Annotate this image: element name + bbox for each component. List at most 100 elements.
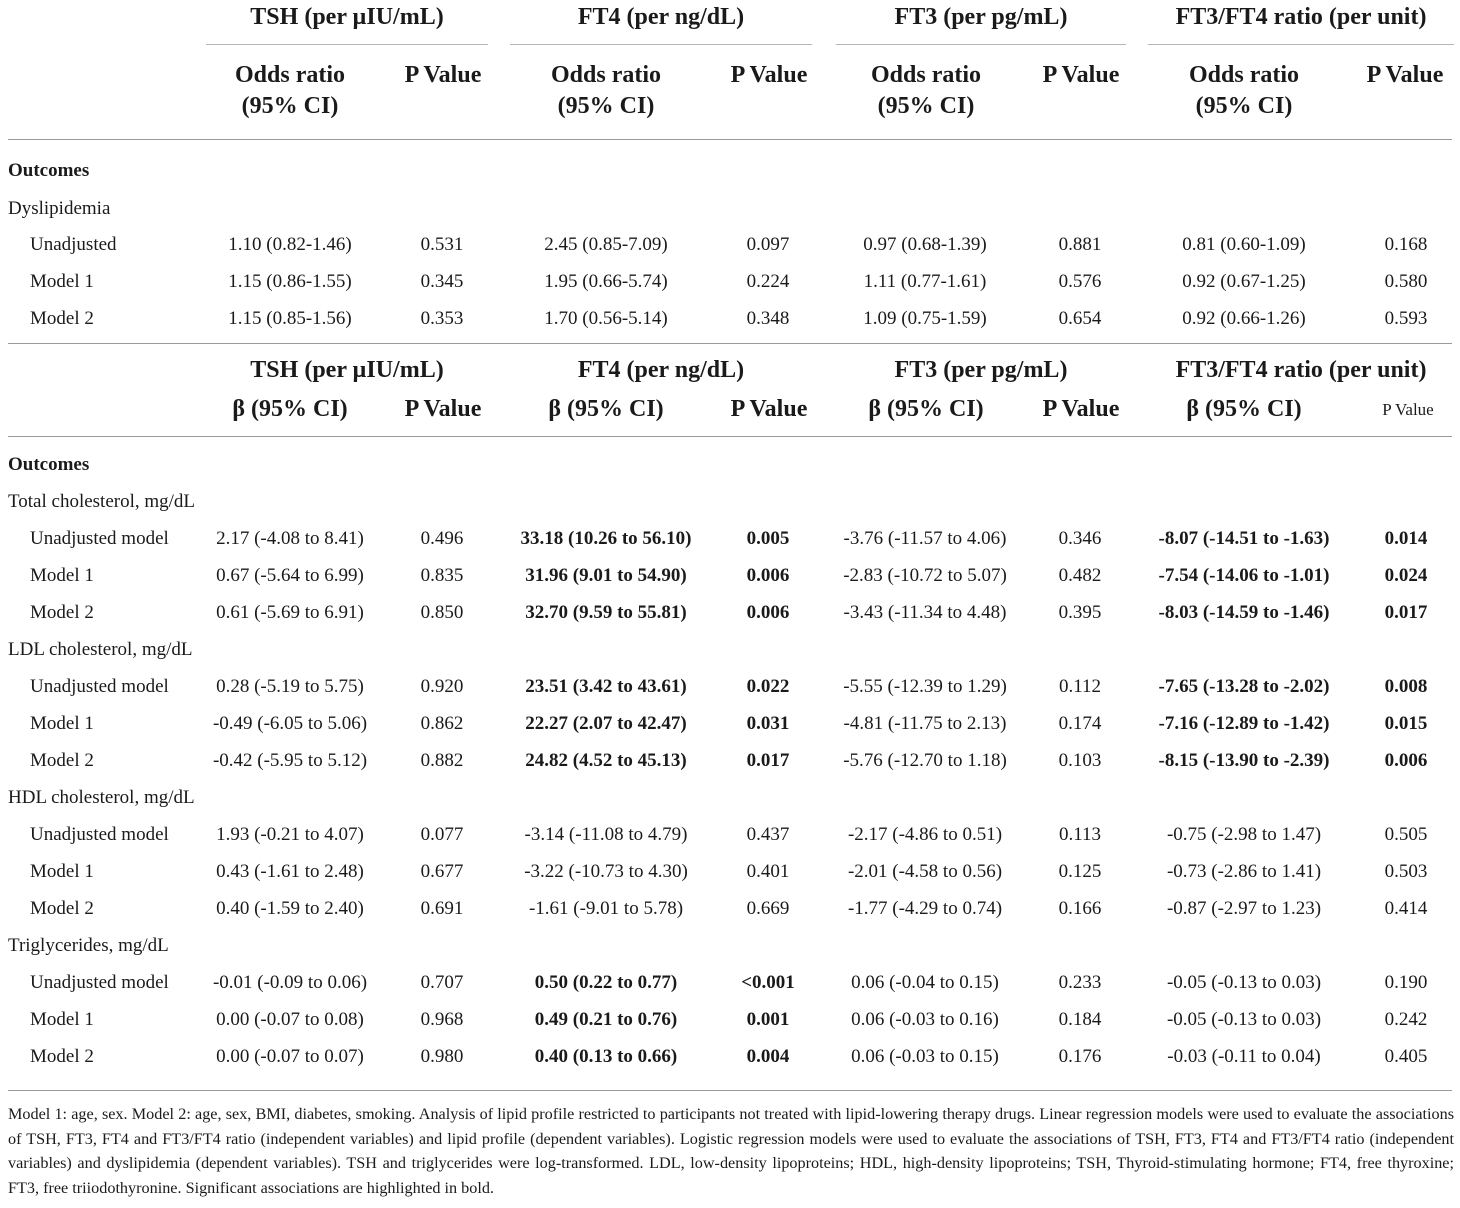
row-label: Model 2 (30, 1046, 94, 1067)
header-odds-ratio: Odds ratio (95% CI) (200, 60, 380, 122)
p-value-cell: 0.174 (1058, 713, 1102, 734)
header-odds-ratio-line1: Odds ratio (234, 62, 345, 88)
p-value-cell: 0.691 (420, 898, 464, 919)
p-value-cell: 0.707 (420, 972, 464, 993)
estimate-cell: -2.17 (-4.86 to 0.51) (847, 824, 1003, 845)
header2-group-ratio: FT3/FT4 ratio (per unit) (1175, 357, 1427, 383)
p-value-cell: 0.017 (746, 750, 790, 771)
p-value-cell: 0.242 (1384, 1009, 1428, 1030)
p-value-cell: 0.006 (1384, 750, 1428, 771)
p-value-cell: 0.401 (746, 861, 790, 882)
p-value-cell: 0.006 (746, 565, 790, 586)
p-value-cell: 0.576 (1058, 271, 1102, 292)
estimate-cell: 0.49 (0.21 to 0.76) (534, 1009, 678, 1030)
p-value-cell: 0.677 (420, 861, 464, 882)
row-label: Unadjusted (30, 234, 117, 255)
estimate-cell: 0.43 (-1.61 to 2.48) (216, 861, 364, 882)
estimate-cell: 33.18 (10.26 to 56.10) (520, 528, 692, 549)
p-value-cell: 0.862 (420, 713, 464, 734)
estimate-cell: 0.06 (-0.03 to 0.16) (851, 1009, 999, 1030)
header-p-value: P Value (404, 62, 482, 88)
p-value-cell: 0.103 (1058, 750, 1102, 771)
header2-p-value: P Value (730, 396, 808, 422)
estimate-cell: -0.05 (-0.13 to 0.03) (1166, 972, 1322, 993)
estimate-cell: 1.09 (0.75-1.59) (863, 308, 987, 329)
p-value-cell: 0.024 (1384, 565, 1428, 586)
p-value-cell: 0.920 (420, 676, 464, 697)
estimate-cell: 0.00 (-0.07 to 0.07) (216, 1046, 364, 1067)
estimate-cell: 0.92 (0.67-1.25) (1182, 271, 1306, 292)
section1-outcomes-label: Outcomes (8, 160, 90, 181)
p-value-cell: 0.345 (420, 271, 464, 292)
p-value-cell: 0.017 (1384, 602, 1428, 623)
p-value-cell: 0.669 (746, 898, 790, 919)
row-label: Unadjusted model (30, 824, 169, 845)
estimate-cell: 0.06 (-0.04 to 0.15) (851, 972, 999, 993)
row-label: Model 1 (30, 713, 94, 734)
estimate-cell: -2.83 (-10.72 to 5.07) (843, 565, 1007, 586)
p-value-cell: 0.005 (746, 528, 790, 549)
p-value-cell: 0.496 (420, 528, 464, 549)
estimate-cell: -8.07 (-14.51 to -1.63) (1158, 528, 1330, 549)
p-value-cell: 0.004 (746, 1046, 790, 1067)
p-value-cell: 0.835 (420, 565, 464, 586)
p-value-cell: 0.437 (746, 824, 790, 845)
table-footnote: Model 1: age, sex. Model 2: age, sex, BM… (8, 1105, 1454, 1197)
header-odds-ratio: Odds ratio (95% CI) (836, 60, 1016, 122)
header2-beta: β (95% CI) (868, 396, 984, 422)
header-odds-ratio: Odds ratio (95% CI) (1154, 60, 1334, 122)
row-label: Model 1 (30, 565, 94, 586)
estimate-cell: 0.67 (-5.64 to 6.99) (216, 565, 364, 586)
estimate-cell: -3.22 (-10.73 to 4.30) (524, 861, 688, 882)
header2-p-value: P Value (1042, 396, 1120, 422)
p-value-cell: <0.001 (741, 972, 795, 993)
p-value-cell: 0.008 (1384, 676, 1428, 697)
header-odds-ratio-line2: (95% CI) (877, 93, 975, 119)
header2-group-ft3: FT3 (per pg/mL) (894, 357, 1068, 383)
estimate-cell: 0.97 (0.68-1.39) (863, 234, 987, 255)
estimate-cell: -1.61 (-9.01 to 5.78) (528, 898, 684, 919)
estimate-cell: 1.15 (0.85-1.56) (228, 308, 352, 329)
p-value-cell: 0.850 (420, 602, 464, 623)
header-bottom-rule (8, 139, 1452, 140)
row-label: Unadjusted model (30, 972, 169, 993)
estimate-cell: -3.43 (-11.34 to 4.48) (843, 602, 1007, 623)
header2-p-value: P Value (1382, 400, 1434, 419)
header-odds-ratio-line1: Odds ratio (550, 62, 661, 88)
estimate-cell: -0.49 (-6.05 to 5.06) (212, 713, 368, 734)
section1-group-label: Dyslipidemia (8, 198, 111, 219)
section2-outcomes-label: Outcomes (8, 454, 90, 475)
estimate-cell: -7.16 (-12.89 to -1.42) (1158, 713, 1330, 734)
header-group-underline (510, 44, 812, 45)
outcome-group-label: Total cholesterol, mg/dL (8, 491, 196, 512)
header-group-ft4: FT4 (per ng/dL) (577, 4, 745, 30)
estimate-cell: 2.45 (0.85-7.09) (544, 234, 668, 255)
header2-beta: β (95% CI) (548, 396, 664, 422)
p-value-cell: 0.503 (1384, 861, 1428, 882)
row-label: Model 1 (30, 1009, 94, 1030)
estimate-cell: -3.76 (-11.57 to 4.06) (843, 528, 1007, 549)
estimate-cell: -5.76 (-12.70 to 1.18) (843, 750, 1007, 771)
estimate-cell: 2.17 (-4.08 to 8.41) (216, 528, 364, 549)
estimate-cell: 0.06 (-0.03 to 0.15) (851, 1046, 999, 1067)
outcome-group-label: LDL cholesterol, mg/dL (8, 639, 193, 660)
section-divider-rule (8, 343, 1452, 344)
p-value-cell: 0.125 (1058, 861, 1102, 882)
p-value-cell: 0.233 (1058, 972, 1102, 993)
header2-group-ft4: FT4 (per ng/dL) (577, 357, 745, 383)
p-value-cell: 0.077 (420, 824, 464, 845)
p-value-cell: 0.022 (746, 676, 790, 697)
p-value-cell: 0.654 (1058, 308, 1102, 329)
header2-p-value: P Value (404, 396, 482, 422)
header-p-value: P Value (1366, 62, 1444, 88)
p-value-cell: 0.176 (1058, 1046, 1102, 1067)
p-value-cell: 0.006 (746, 602, 790, 623)
estimate-cell: 0.92 (0.66-1.26) (1182, 308, 1306, 329)
header2-group-tsh: TSH (per µIU/mL) (250, 357, 444, 383)
p-value-cell: 0.414 (1384, 898, 1428, 919)
header-odds-ratio-line2: (95% CI) (557, 93, 655, 119)
p-value-cell: 0.580 (1384, 271, 1428, 292)
p-value-cell: 0.346 (1058, 528, 1102, 549)
row-label: Model 1 (30, 861, 94, 882)
row-label: Unadjusted model (30, 528, 169, 549)
